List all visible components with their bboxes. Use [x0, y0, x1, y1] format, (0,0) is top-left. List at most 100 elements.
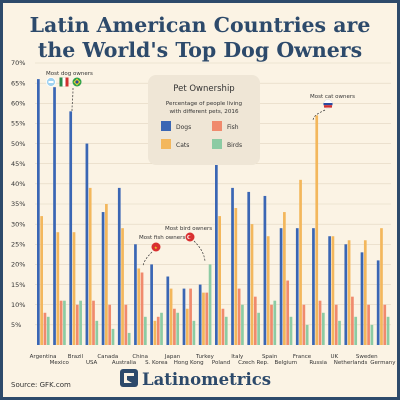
category-label: Sweden	[356, 354, 378, 360]
bar-birds	[63, 300, 66, 345]
category-label: Argentina	[30, 354, 57, 360]
legend-swatch-dogs	[161, 121, 171, 131]
bar-fish	[173, 308, 176, 345]
bar-birds	[111, 328, 115, 345]
bar-birds	[338, 320, 341, 345]
bar-fish	[205, 292, 209, 345]
bar-birds	[289, 316, 293, 345]
category-label: Czech Rep.	[238, 360, 269, 366]
legend-swatch-fish	[212, 121, 222, 131]
legend-label-fish: Fish	[227, 124, 239, 131]
y-tick-label: 25%	[11, 240, 25, 248]
bar-dogs	[247, 191, 251, 345]
bar-cats	[218, 216, 221, 345]
category-label: Germany	[370, 360, 396, 366]
bar-dogs	[69, 111, 73, 345]
bar-cats	[315, 115, 319, 346]
bar-cats	[234, 208, 238, 345]
legend-label-cats: Cats	[176, 142, 189, 149]
bar-cats	[169, 288, 173, 345]
bar-dogs	[37, 79, 40, 346]
bar-dogs	[312, 228, 315, 345]
bar-cats	[363, 240, 367, 345]
bar-cats	[202, 292, 205, 345]
argentina-flag-stripe	[48, 81, 54, 83]
category-label: Japan	[164, 354, 181, 360]
bar-dogs	[295, 228, 299, 345]
y-tick-label: 45%	[11, 160, 25, 168]
bar-fish	[124, 304, 128, 345]
bar-birds	[192, 320, 196, 345]
y-tick-label: 65%	[11, 79, 25, 87]
bar-fish	[318, 300, 322, 345]
annotation-fish: Most fish owners ★	[139, 235, 185, 267]
bar-dogs	[360, 252, 364, 345]
bar-dogs	[101, 212, 105, 345]
turkey-flag-crescent-cut	[188, 235, 192, 239]
annotation-bird-connector	[193, 240, 206, 262]
bar-cats	[105, 204, 108, 345]
bar-fish	[156, 316, 160, 345]
bar-birds	[208, 264, 212, 345]
bar-birds	[386, 316, 390, 345]
y-tick-label: 15%	[11, 281, 25, 289]
y-tick-label: 40%	[11, 180, 25, 188]
category-label: Italy	[231, 354, 244, 360]
y-tick-label: 5%	[11, 321, 21, 329]
y-tick-label: 55%	[11, 120, 25, 128]
category-label: France	[293, 354, 312, 360]
category-label: Spain	[262, 354, 278, 360]
bar-birds	[305, 324, 309, 345]
bar-cats	[347, 240, 351, 345]
y-tick-label: 10%	[11, 301, 25, 309]
bar-dogs	[117, 187, 121, 345]
category-label: Belgium	[275, 360, 298, 366]
bar-cats	[299, 179, 302, 345]
bar-fish	[43, 312, 47, 345]
russia-flag-blue	[323, 103, 333, 106]
brand-logo-mark	[124, 373, 134, 383]
bar-cats	[56, 232, 60, 345]
china-flag-star: ★	[154, 245, 158, 250]
category-label: UK	[331, 354, 339, 360]
legend-title: Pet Ownership	[173, 84, 234, 94]
bar-fish	[189, 288, 192, 345]
bar-birds	[176, 312, 180, 345]
bar-fish	[286, 280, 290, 345]
bar-birds	[95, 320, 99, 345]
annotation-bird: Most bird owners	[165, 226, 212, 262]
bar-cats	[380, 228, 383, 345]
bar-cats	[250, 224, 254, 345]
legend-subtitle-1: Percentage of people living	[166, 101, 243, 107]
category-label: Turkey	[195, 354, 215, 360]
bar-dogs	[182, 288, 186, 345]
annotation-dog-connector	[71, 87, 74, 112]
legend-label-birds: Birds	[227, 142, 242, 149]
legend-label-dogs: Dogs	[176, 124, 191, 131]
bar-birds	[224, 316, 228, 345]
annotation-dog: Most dog owners	[46, 71, 93, 112]
bar-dogs	[279, 228, 283, 345]
brazil-flag-circle	[75, 80, 79, 84]
bar-dogs	[53, 87, 56, 346]
bar-fish	[221, 308, 225, 345]
bar-fish	[59, 300, 63, 345]
bar-fish	[108, 304, 112, 345]
y-tick-label: 70%	[11, 59, 25, 67]
category-label: S. Korea	[145, 360, 168, 366]
bar-fish	[334, 304, 338, 345]
annotation-fish-connector	[142, 251, 153, 267]
category-label: Russia	[309, 360, 327, 366]
bar-dogs	[198, 284, 202, 345]
bar-dogs	[215, 163, 218, 345]
bar-birds	[143, 316, 147, 345]
bar-fish	[302, 304, 306, 345]
brand-name: Latinometrics	[142, 370, 271, 389]
category-label: Poland	[212, 360, 230, 366]
bar-fish	[253, 296, 257, 345]
bar-dogs	[376, 260, 380, 345]
annotation-cat-text: Most cat owners	[310, 94, 355, 100]
bar-birds	[257, 312, 260, 345]
bar-fish	[75, 304, 79, 345]
title-line-1: Latin American Countries are	[30, 13, 371, 37]
